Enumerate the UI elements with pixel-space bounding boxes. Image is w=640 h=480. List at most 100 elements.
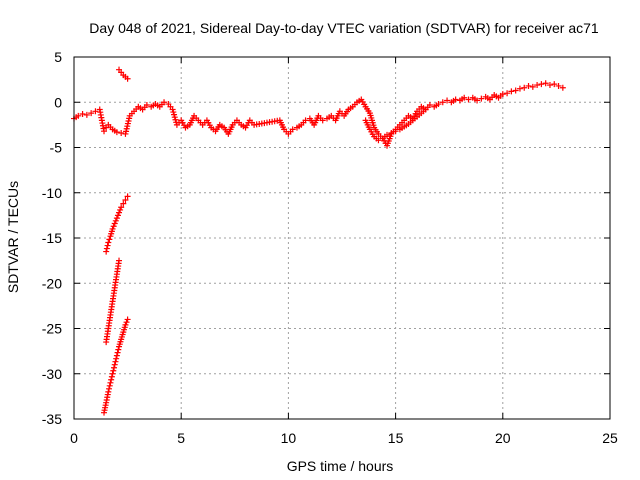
y-tick-label: -15: [42, 230, 62, 246]
data-point: [106, 236, 113, 243]
data-point: [113, 129, 120, 136]
data-point: [116, 209, 123, 216]
data-point: [105, 388, 112, 395]
data-point: [124, 75, 131, 82]
data-point: [107, 379, 114, 386]
data-point: [109, 225, 116, 232]
data-point: [512, 87, 519, 94]
data-point: [555, 82, 562, 89]
data-point: [104, 242, 111, 249]
grid: [74, 57, 610, 419]
data-point: [161, 99, 168, 106]
data-point: [439, 99, 446, 106]
data-point: [461, 94, 468, 101]
x-axis-label: GPS time / hours: [287, 458, 394, 474]
data-point: [422, 106, 429, 113]
data-point: [521, 84, 528, 91]
y-tick-label: 5: [54, 49, 62, 65]
data-point: [83, 111, 90, 118]
chart-title: Day 048 of 2021, Sidereal Day-to-day VTE…: [89, 20, 599, 36]
data-point: [289, 126, 296, 133]
data-point: [106, 382, 113, 389]
data-point: [474, 97, 481, 104]
y-tick-label: -30: [42, 366, 62, 382]
y-tick-label: 0: [54, 94, 62, 110]
data-point: [478, 95, 485, 102]
data-point: [113, 355, 120, 362]
data-point: [92, 108, 99, 115]
data-point: [516, 85, 523, 92]
data-point: [123, 319, 130, 326]
data-point: [319, 117, 326, 124]
data-point: [143, 101, 150, 108]
data-point: [103, 245, 110, 252]
data-point: [113, 215, 120, 222]
x-tick-label: 10: [281, 430, 297, 446]
data-point: [435, 101, 442, 108]
y-tick-label: -35: [42, 411, 62, 427]
data-point: [452, 96, 459, 103]
data-point: [112, 358, 119, 365]
data-point: [111, 361, 118, 368]
x-tick-label: 0: [70, 430, 78, 446]
data-point: [559, 84, 566, 91]
data-point: [105, 239, 112, 246]
data-point: [538, 81, 545, 88]
data-point: [302, 117, 309, 124]
data-point: [113, 352, 120, 359]
data-point: [111, 220, 118, 227]
data-point: [110, 367, 117, 374]
data-point: [108, 373, 115, 380]
x-tick-label: 25: [602, 430, 618, 446]
data-point: [108, 376, 115, 383]
y-tick-label: -10: [42, 185, 62, 201]
data-point: [124, 193, 131, 200]
data-point: [118, 130, 125, 137]
data-point: [124, 316, 131, 323]
data-point: [103, 248, 110, 255]
data-point: [426, 101, 433, 108]
y-tick-label: -20: [42, 275, 62, 291]
data-point: [120, 200, 127, 207]
data-point: [79, 111, 86, 118]
data-point: [117, 206, 124, 213]
data-point: [375, 137, 382, 144]
data-points: [71, 66, 566, 416]
data-point: [546, 82, 553, 89]
x-tick-label: 20: [495, 430, 511, 446]
data-point: [392, 128, 399, 135]
data-point: [384, 131, 391, 138]
data-point: [122, 321, 129, 328]
data-point: [106, 385, 113, 392]
data-point: [111, 364, 118, 371]
data-point: [122, 196, 129, 203]
data-point: [551, 81, 558, 88]
data-point: [118, 204, 125, 211]
data-point: [109, 370, 116, 377]
data-point: [444, 97, 451, 104]
x-tick-label: 5: [177, 430, 185, 446]
data-point: [75, 112, 82, 119]
data-point: [388, 130, 395, 137]
data-point: [542, 80, 549, 87]
data-point: [114, 349, 121, 356]
data-point: [88, 110, 95, 117]
data-point: [525, 82, 532, 89]
data-point: [114, 212, 121, 219]
data-point: [110, 223, 117, 230]
data-point: [112, 217, 119, 224]
data-point: [465, 96, 472, 103]
data-point: [534, 82, 541, 89]
data-point: [115, 346, 122, 353]
data-point: [529, 83, 536, 90]
x-tick-label: 15: [388, 430, 404, 446]
axis-ticks: 0 5 10 15 20 25 5 0 -5 -10 -15 -20 -25 -30 -35: [42, 49, 618, 446]
y-tick-label: -25: [42, 321, 62, 337]
data-point: [116, 257, 123, 264]
data-point: [101, 128, 108, 135]
data-point: [504, 90, 511, 97]
data-point: [499, 91, 506, 98]
data-point: [508, 88, 515, 95]
y-axis-label: SDTVAR / TECUs: [5, 181, 21, 293]
